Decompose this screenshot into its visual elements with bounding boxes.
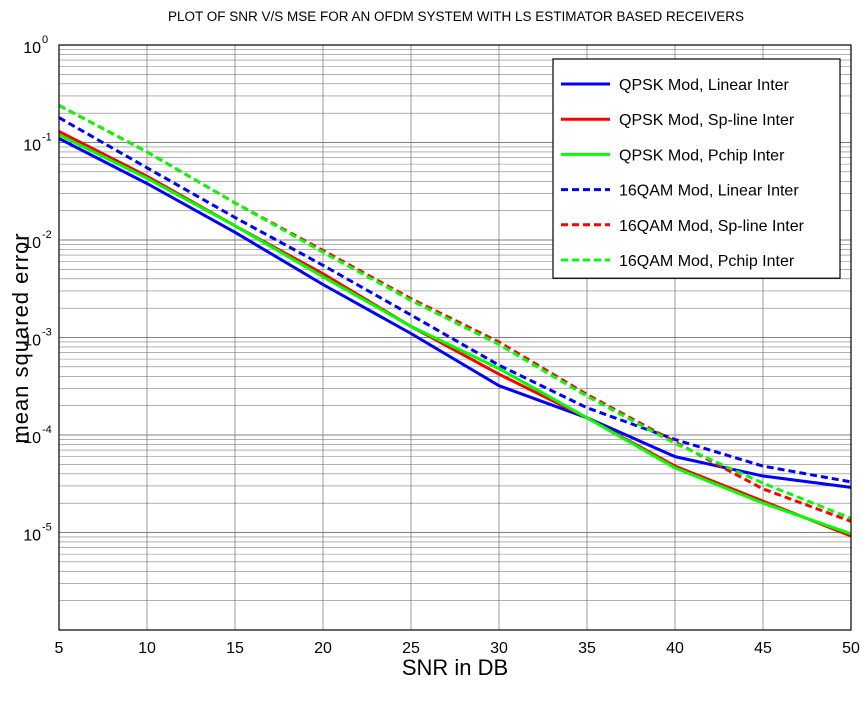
legend-label: QPSK Mod, Sp-line Inter <box>619 112 795 129</box>
x-tick-label: 35 <box>578 640 596 657</box>
legend-item: 16QAM Mod, Linear Inter <box>561 183 799 200</box>
legend-item: QPSK Mod, Linear Inter <box>561 77 790 94</box>
plot-frame <box>58 44 852 631</box>
series-line-3 <box>58 133 852 536</box>
legend: QPSK Mod, Linear Inter QPSK Mod, Sp-line … <box>552 58 841 279</box>
series-line-4 <box>58 116 852 484</box>
y-tick-label: 10 -4 <box>23 424 52 447</box>
legend-label: QPSK Mod, Linear Inter <box>619 77 790 94</box>
legend-item: QPSK Mod, Pchip Inter <box>561 147 785 164</box>
x-tick-label: 5 <box>55 640 64 657</box>
y-tick-exponent: -3 <box>42 327 52 339</box>
legend-label: 16QAM Mod, Pchip Inter <box>619 253 795 270</box>
x-tick-label: 10 <box>138 640 156 657</box>
series-line-6 <box>58 104 852 520</box>
y-tick-base: 10 <box>23 40 41 57</box>
legend-label: QPSK Mod, Pchip Inter <box>619 147 785 164</box>
legend-item: 16QAM Mod, Pchip Inter <box>561 253 795 270</box>
y-tick-label: 10 -3 <box>23 327 52 350</box>
x-axis-label: SNR in DB <box>402 655 508 680</box>
x-tick-label: 40 <box>666 640 684 657</box>
x-tick-label: 20 <box>314 640 332 657</box>
y-tick-label: 10 -1 <box>23 132 52 155</box>
x-axis-ticks: 5 10 15 20 25 30 35 40 45 50 <box>55 640 860 657</box>
y-tick-exponent: 0 <box>42 34 48 46</box>
y-tick-exponent: -1 <box>42 132 52 144</box>
x-tick-label: 15 <box>226 640 244 657</box>
x-tick-label: 30 <box>490 640 508 657</box>
y-tick-label: 10 -5 <box>23 522 52 545</box>
series-line-5 <box>58 104 852 523</box>
y-tick-base: 10 <box>23 235 41 252</box>
y-tick-base: 10 <box>23 138 41 155</box>
y-tick-label: 10 -2 <box>23 229 52 252</box>
y-axis-label: mean squared error <box>8 232 33 443</box>
plot-area <box>58 104 852 538</box>
y-tick-base: 10 <box>23 333 41 350</box>
y-tick-exponent: -5 <box>42 522 52 534</box>
y-tick-base: 10 <box>23 430 41 447</box>
x-tick-label: 25 <box>402 640 420 657</box>
legend-box <box>552 58 841 279</box>
x-tick-label: 45 <box>754 640 772 657</box>
legend-item: 16QAM Mod, Sp-line Inter <box>561 218 805 235</box>
y-tick-exponent: -2 <box>42 229 52 241</box>
y-tick-label: 10 0 <box>23 34 48 57</box>
legend-label: 16QAM Mod, Sp-line Inter <box>619 218 805 235</box>
chart-title: PLOT OF SNR V/S MSE FOR AN OFDM SYSTEM W… <box>168 9 744 24</box>
legend-item: QPSK Mod, Sp-line Inter <box>561 112 795 129</box>
y-tick-exponent: -4 <box>42 424 52 436</box>
y-tick-base: 10 <box>23 528 41 545</box>
x-tick-label: 50 <box>842 640 860 657</box>
legend-label: 16QAM Mod, Linear Inter <box>619 183 799 200</box>
